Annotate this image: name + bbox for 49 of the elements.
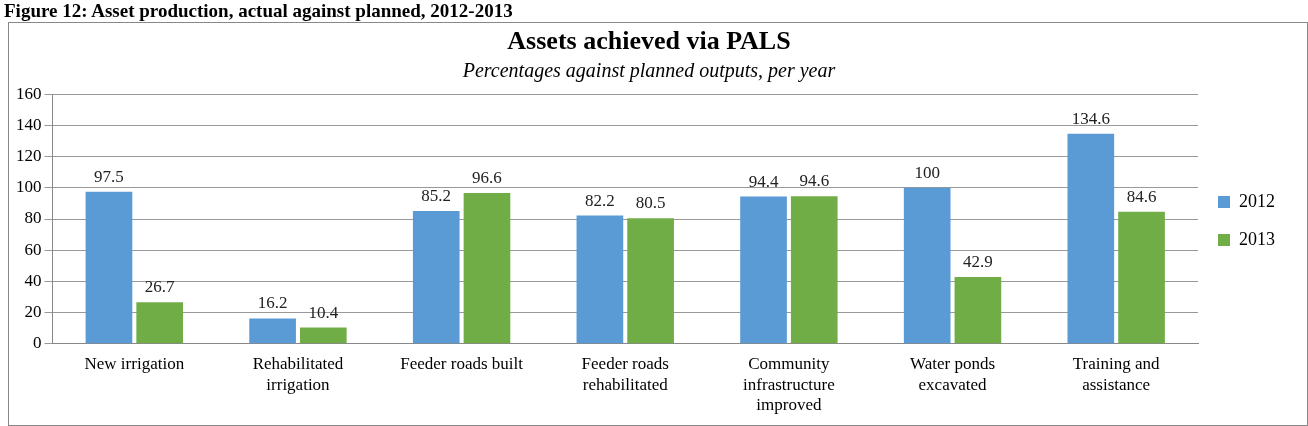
data-label: 96.6	[472, 168, 502, 188]
bar	[1067, 133, 1115, 344]
data-label: 84.6	[1126, 186, 1157, 206]
y-tick-label: 60	[24, 239, 42, 259]
y-tick-label: 140	[16, 114, 42, 134]
bar	[740, 196, 787, 344]
bar	[954, 276, 1002, 344]
chart-subtitle: Percentages against planned outputs, per year	[461, 59, 836, 83]
data-label: 100	[914, 162, 940, 182]
data-label: 26.7	[144, 277, 176, 297]
data-label: 10.4	[308, 302, 339, 322]
bar	[249, 318, 296, 344]
y-tick-label: 100	[16, 177, 42, 197]
data-label: 82.2	[585, 190, 615, 210]
data-label: 16.2	[257, 293, 288, 313]
y-tick-label: 0	[33, 333, 42, 353]
x-tick-label: New irrigation	[84, 354, 185, 374]
x-tick-label: Rehabilitated irrigation	[252, 354, 344, 394]
x-tick-label: Feeder roads built	[400, 354, 524, 374]
bar	[299, 327, 347, 344]
caption: Figure 12: Asset production, actual against planned, 2012-2013	[3, 0, 514, 22]
data-label: 97.5	[94, 166, 124, 186]
legend-label: 2013	[1239, 228, 1275, 249]
bar	[627, 218, 674, 344]
x-tick-label: Feeder roads rehabilitated	[581, 354, 669, 394]
legend-label: 2012	[1239, 190, 1275, 211]
data-label: 94.4	[748, 171, 779, 191]
y-tick-label: 160	[16, 83, 42, 103]
x-tick-label: Water ponds excavated	[910, 354, 996, 394]
y-tick-label: 80	[24, 208, 42, 228]
bar	[790, 196, 838, 344]
y-tick-label: 120	[16, 146, 42, 166]
data-label: 134.6	[1071, 108, 1110, 128]
y-tick-label: 40	[24, 270, 42, 290]
bar	[1118, 211, 1165, 344]
y-tick-label: 20	[24, 302, 42, 322]
bar	[903, 187, 951, 344]
data-label: 85.2	[421, 185, 452, 205]
data-label: 80.5	[635, 193, 666, 213]
chart-title: Assets achieved via PALS	[507, 26, 791, 56]
bar	[412, 210, 460, 344]
bar	[85, 191, 133, 344]
data-label: 94.6	[799, 171, 830, 191]
data-label: 42.9	[963, 251, 993, 271]
bar	[463, 193, 511, 344]
x-tick-label: Community infrastructure improved	[743, 354, 835, 415]
bar	[136, 302, 184, 344]
bar	[576, 215, 624, 344]
x-tick-label: Training and assistance	[1072, 354, 1161, 394]
